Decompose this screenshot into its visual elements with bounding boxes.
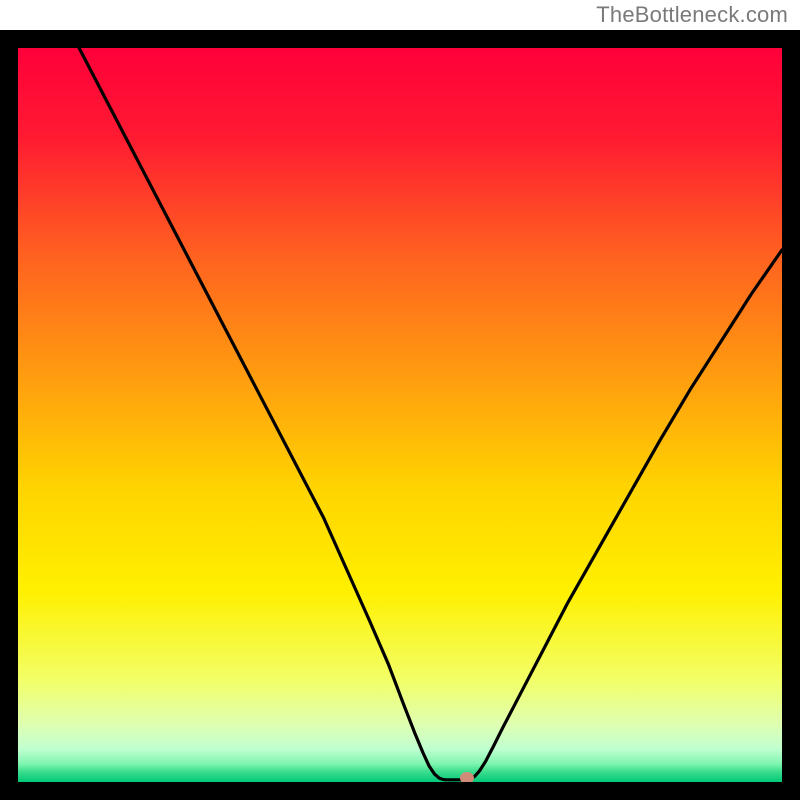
chart-frame: TheBottleneck.com: [0, 0, 800, 800]
watermark-text: TheBottleneck.com: [596, 0, 788, 30]
optimal-point-marker: [460, 772, 474, 784]
curve-path: [79, 48, 782, 780]
bottleneck-curve: [18, 48, 782, 782]
plot-area: [0, 30, 800, 800]
plot-inner: [18, 48, 782, 782]
